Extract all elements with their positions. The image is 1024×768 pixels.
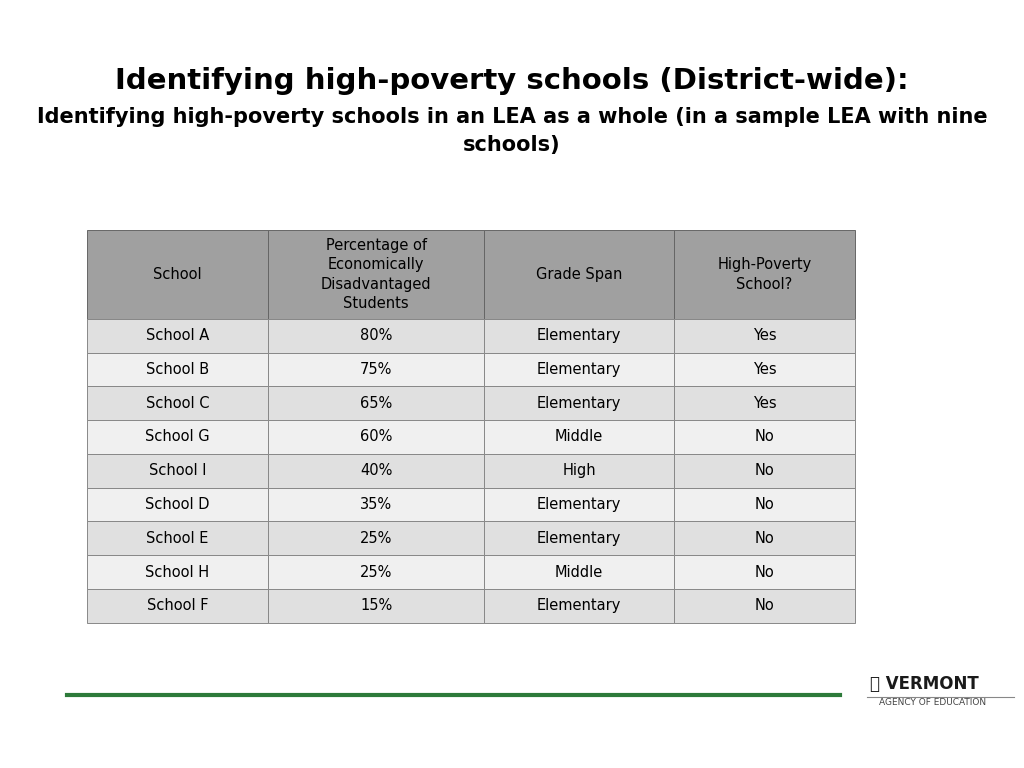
Text: Grade Span: Grade Span: [536, 267, 623, 282]
Text: 15%: 15%: [360, 598, 392, 614]
Text: Identifying high-poverty schools in an LEA as a whole (in a sample LEA with nine: Identifying high-poverty schools in an L…: [37, 107, 987, 154]
Text: Percentage of
Economically
Disadvantaged
Students: Percentage of Economically Disadvantaged…: [321, 238, 431, 311]
Text: Elementary: Elementary: [537, 362, 622, 377]
Text: ⛰ VERMONT: ⛰ VERMONT: [870, 674, 979, 693]
Text: Identifying high-poverty schools (District-wide):: Identifying high-poverty schools (Distri…: [115, 67, 909, 94]
Text: Elementary: Elementary: [537, 531, 622, 546]
Text: Yes: Yes: [753, 396, 776, 411]
Text: Yes: Yes: [753, 362, 776, 377]
Text: 40%: 40%: [360, 463, 392, 478]
Text: 65%: 65%: [360, 396, 392, 411]
Text: AGENCY OF EDUCATION: AGENCY OF EDUCATION: [879, 698, 986, 707]
Text: Yes: Yes: [753, 328, 776, 343]
Text: School: School: [154, 267, 202, 282]
Text: 75%: 75%: [360, 362, 392, 377]
Text: No: No: [755, 531, 774, 546]
Text: Elementary: Elementary: [537, 396, 622, 411]
Text: No: No: [755, 564, 774, 580]
Text: 25%: 25%: [360, 531, 392, 546]
Text: Middle: Middle: [555, 429, 603, 445]
Text: 80%: 80%: [360, 328, 392, 343]
Text: No: No: [755, 463, 774, 478]
Text: No: No: [755, 497, 774, 512]
Text: School C: School C: [145, 396, 209, 411]
Text: School D: School D: [145, 497, 210, 512]
Text: School A: School A: [145, 328, 209, 343]
Text: High: High: [562, 463, 596, 478]
Text: School B: School B: [146, 362, 209, 377]
Text: School E: School E: [146, 531, 209, 546]
Text: School H: School H: [145, 564, 210, 580]
Text: 60%: 60%: [360, 429, 392, 445]
Text: Elementary: Elementary: [537, 497, 622, 512]
Text: 35%: 35%: [360, 497, 392, 512]
Text: School F: School F: [146, 598, 208, 614]
Text: Elementary: Elementary: [537, 328, 622, 343]
Text: No: No: [755, 598, 774, 614]
Text: Elementary: Elementary: [537, 598, 622, 614]
Text: High-Poverty
School?: High-Poverty School?: [718, 257, 812, 292]
Text: School G: School G: [145, 429, 210, 445]
Text: School I: School I: [148, 463, 206, 478]
Text: 25%: 25%: [360, 564, 392, 580]
Text: Middle: Middle: [555, 564, 603, 580]
Text: No: No: [755, 429, 774, 445]
